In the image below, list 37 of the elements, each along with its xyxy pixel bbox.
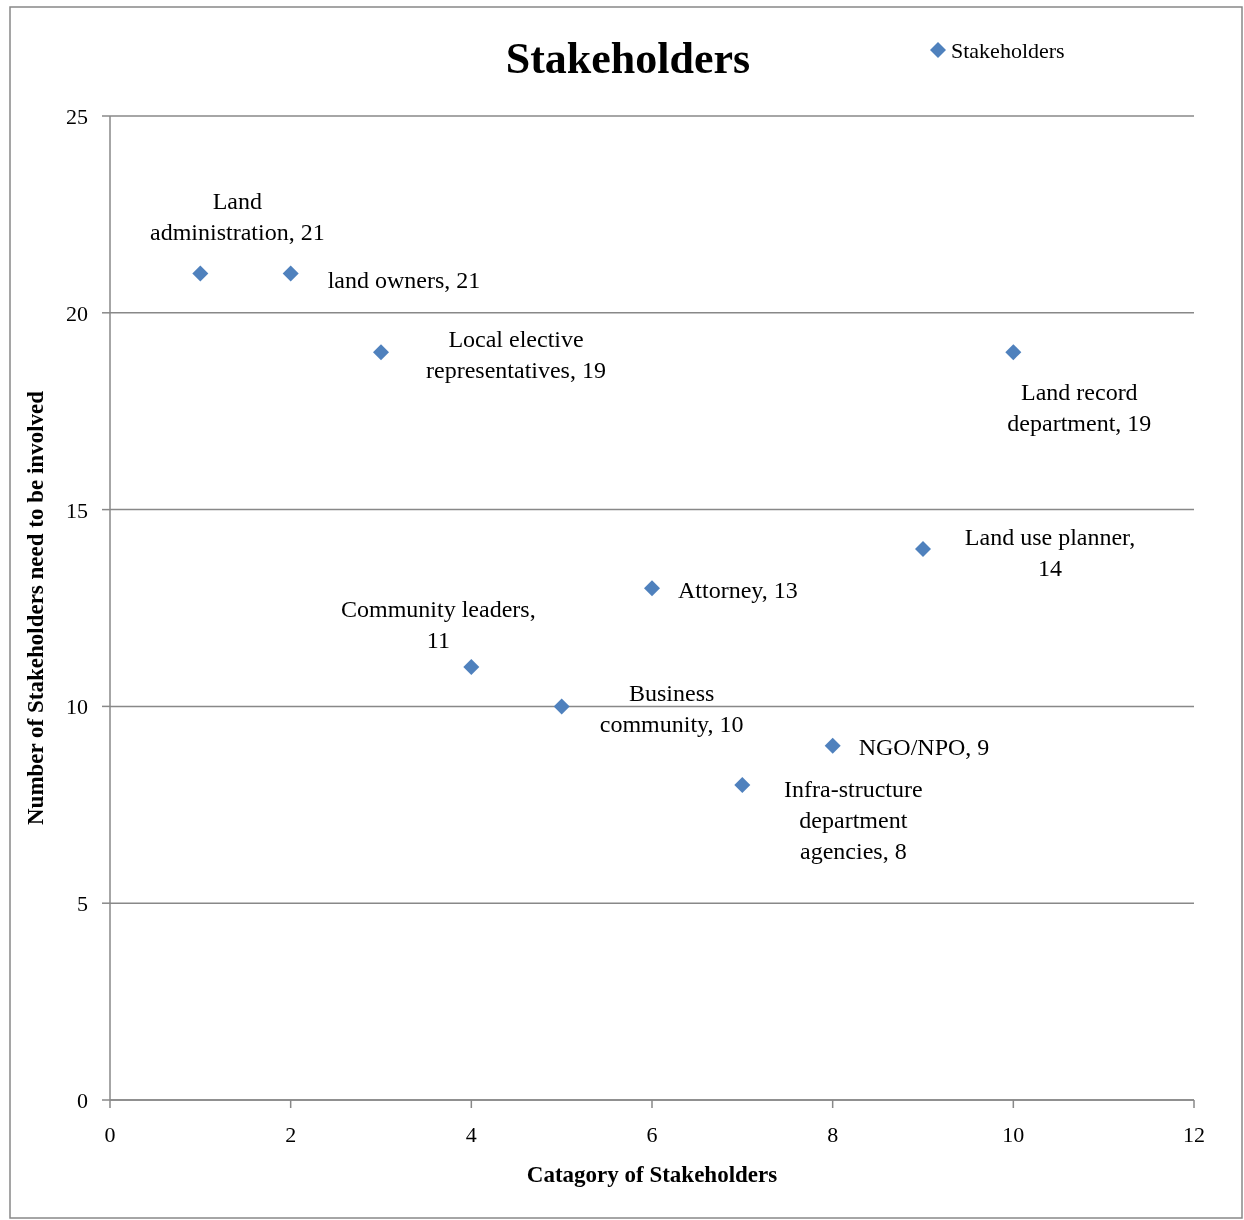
point bbox=[373, 344, 389, 361]
data-label: NGO/NPO, 9 bbox=[858, 733, 990, 760]
data-label: Land record department, 19 bbox=[1007, 379, 1152, 437]
point bbox=[553, 698, 570, 715]
y-tick-label: 0 bbox=[77, 1088, 88, 1113]
x-tick-label: 4 bbox=[465, 1122, 477, 1147]
data-label: Land use planner, 14 bbox=[964, 523, 1136, 581]
point bbox=[644, 580, 660, 597]
x-tick-label: 10 bbox=[1002, 1122, 1025, 1147]
y-tick-label: 15 bbox=[66, 497, 88, 523]
y-tick-label: 10 bbox=[66, 694, 88, 720]
legend-label: Stakeholders bbox=[951, 38, 1065, 63]
y-tick-label: 5 bbox=[77, 891, 88, 917]
point bbox=[192, 265, 209, 282]
point bbox=[734, 777, 751, 794]
point bbox=[915, 540, 931, 557]
point bbox=[1005, 344, 1022, 361]
point bbox=[824, 737, 841, 754]
x-tick-label: 0 bbox=[104, 1122, 116, 1147]
data-label: land owners, 21 bbox=[327, 267, 481, 294]
y-tick-label: 25 bbox=[66, 104, 88, 129]
x-tick-label: 6 bbox=[646, 1122, 658, 1147]
chart-title: Stakeholders bbox=[505, 34, 751, 83]
data-label: Community leaders, 11 bbox=[341, 596, 536, 654]
data-label: Land administration, 21 bbox=[150, 188, 325, 246]
y-axis-title: Number of Stakeholders need to be involved bbox=[23, 390, 48, 826]
x-axis-title: Catagory of Stakeholders bbox=[526, 1162, 778, 1187]
y-tick-label: 20 bbox=[66, 300, 88, 326]
point bbox=[282, 265, 299, 282]
data-label: Local elective representatives, 19 bbox=[426, 326, 606, 384]
point bbox=[463, 659, 480, 676]
x-tick-label: 2 bbox=[285, 1122, 297, 1147]
data-label: Infra-structure department agencies, 8 bbox=[784, 776, 923, 865]
data-label: Business community, 10 bbox=[599, 680, 744, 738]
data-label: Attorney, 13 bbox=[678, 577, 798, 604]
x-tick-label: 12 bbox=[1183, 1122, 1205, 1147]
x-tick-label: 8 bbox=[827, 1122, 839, 1147]
